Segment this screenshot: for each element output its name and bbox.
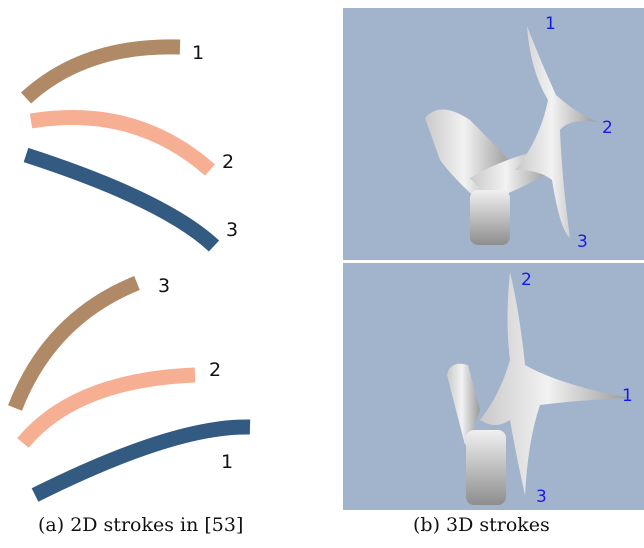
- caption-panel-a: (a) 2D strokes in [53]: [38, 514, 244, 536]
- stroke-label-2-bottom: 2: [209, 359, 221, 381]
- stroke-1-top: [20, 39, 181, 104]
- view-label-1-bottom: 1: [622, 386, 633, 406]
- stroke-1-bottom: [31, 419, 251, 502]
- stroke-2-top: [29, 110, 215, 176]
- stroke-3-top: [23, 147, 220, 252]
- view-label-1-top: 1: [545, 14, 556, 34]
- 3d-shape-bottom: [447, 272, 630, 505]
- stroke-label-1-top: 1: [192, 42, 204, 64]
- stroke-2-bottom: [17, 367, 196, 448]
- view-label-2-bottom: 2: [521, 270, 532, 290]
- view-label-2-top: 2: [602, 118, 613, 138]
- panel-a-2d-strokes: 1 2 3 3 2 1: [8, 39, 251, 502]
- caption-panel-b: (b) 3D strokes: [413, 514, 550, 536]
- stroke-label-3-bottom: 3: [158, 275, 170, 297]
- stroke-3-bottom: [8, 276, 140, 411]
- view-label-3-top: 3: [577, 232, 588, 252]
- 3d-shape-top: [425, 26, 597, 245]
- stroke-label-2-top: 2: [222, 151, 234, 173]
- view-label-3-bottom: 3: [536, 487, 547, 507]
- panel-b-3d-strokes: 1 2 3 2 1 3: [343, 8, 644, 510]
- figure-canvas: 1 2 3 3 2 1 1 2 3 2 1: [8, 8, 644, 510]
- stroke-label-3-top: 3: [226, 219, 238, 241]
- stroke-label-1-bottom: 1: [221, 451, 233, 473]
